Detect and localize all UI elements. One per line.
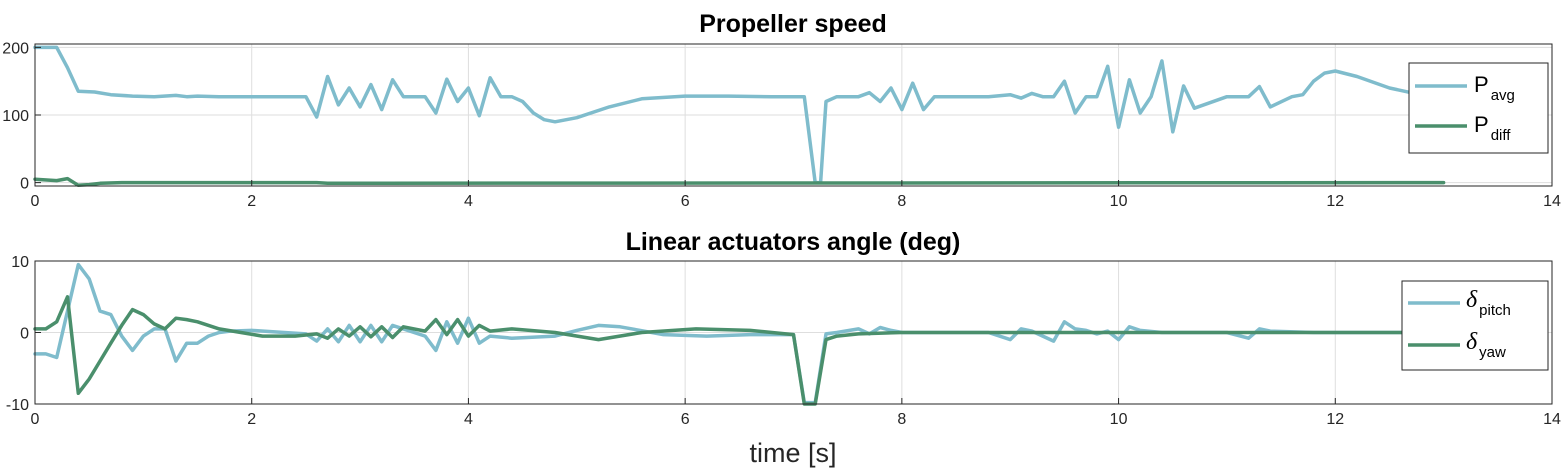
- propeller-speed-ytick-label: 100: [2, 108, 29, 125]
- propeller-speed-series: [33, 45, 1446, 188]
- legend-delta-pitch-subscript: pitch: [1479, 302, 1511, 319]
- actuator-angle-xtick-label: 10: [1110, 411, 1128, 428]
- legend-delta-yaw-label: δ yaw: [1466, 329, 1506, 361]
- legend-p-avg-name: P: [1474, 72, 1489, 97]
- legend-p-avg-subscript: avg: [1491, 87, 1515, 104]
- propeller-speed-xtick-label: 12: [1326, 193, 1344, 210]
- legend-delta-yaw-name: δ: [1466, 329, 1478, 355]
- actuator-angle-ytick-label: 0: [20, 326, 29, 343]
- actuator-angle-ytick-label: 10: [11, 254, 29, 271]
- actuator-angle-legend: δ pitch δ yaw: [1401, 280, 1549, 371]
- propeller-speed-title: Propeller speed: [699, 10, 887, 38]
- propeller-speed-series-diff-line: [33, 176, 1446, 188]
- propeller-speed-ytick-label: 0: [20, 176, 29, 193]
- propeller-speed-xtick-label: 10: [1110, 193, 1128, 210]
- propeller-speed-xtick-label: 6: [681, 193, 690, 210]
- legend-p-diff-name: P: [1474, 112, 1489, 137]
- actuator-angle-xtick-label: 0: [31, 411, 40, 428]
- legend-delta-pitch-name: δ: [1466, 287, 1478, 313]
- actuator-angle-panel: Linear actuators angle (deg) 0 2 4 6 8 10 12 14…: [6, 228, 1561, 468]
- legend-p-diff-subscript: diff: [1491, 127, 1512, 144]
- propeller-speed-xtick-label: 14: [1543, 193, 1561, 210]
- propeller-speed-ytick-label: 200: [2, 40, 29, 57]
- actuator-angle-xtick-label: 14: [1543, 411, 1561, 428]
- actuator-angle-title: Linear actuators angle (deg): [626, 228, 961, 256]
- propeller-speed-xtick-label: 0: [31, 193, 40, 210]
- actuator-angle-xtick-label: 12: [1326, 411, 1344, 428]
- actuator-angle-xtick-label: 6: [681, 411, 690, 428]
- propeller-speed-legend-box: [1408, 62, 1549, 154]
- legend-delta-pitch-label: δ pitch: [1466, 287, 1511, 319]
- actuator-angle-ytick-label: -10: [6, 397, 29, 414]
- propeller-speed-xtick-label: 2: [247, 193, 256, 210]
- actuator-angle-xtick-label: 2: [247, 411, 256, 428]
- propeller-speed-xtick-label: 4: [464, 193, 473, 210]
- x-axis-label: time [s]: [749, 438, 836, 468]
- actuator-angle-legend-box: [1401, 280, 1549, 371]
- actuator-angle-xtick-label: 8: [897, 411, 906, 428]
- legend-delta-yaw-subscript: yaw: [1479, 344, 1506, 361]
- propeller-speed-xtick-label: 8: [897, 193, 906, 210]
- actuator-angle-xtick-label: 4: [464, 411, 473, 428]
- propeller-speed-ticks: 0 2 4 6 8 10 12 14 0 100 200: [2, 40, 1561, 210]
